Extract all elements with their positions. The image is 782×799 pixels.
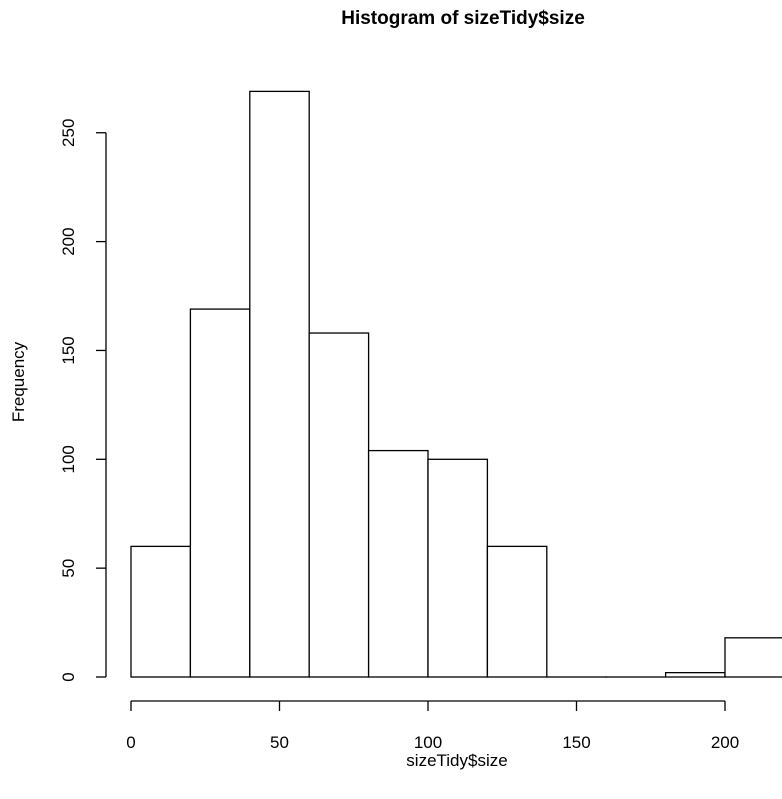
- bars-group: [130, 90, 782, 678]
- histogram-bar-10: [724, 637, 782, 678]
- y-tick-label: 150: [59, 336, 78, 364]
- y-tick-label: 50: [59, 559, 78, 578]
- x-axis-label: sizeTidy$size: [406, 751, 507, 770]
- x-tick-label: 150: [562, 733, 590, 752]
- histogram-bar-4: [367, 449, 429, 678]
- chart-title: Histogram of sizeTidy$size: [341, 8, 585, 29]
- y-tick-label: 200: [59, 227, 78, 255]
- histogram-bar-9: [664, 671, 726, 678]
- histogram-bar-3: [308, 332, 370, 678]
- x-tick-label: 0: [126, 733, 135, 752]
- y-tick-label: 250: [59, 119, 78, 147]
- y-axis-label: Frequency: [9, 341, 28, 422]
- histogram-bar-6: [486, 545, 548, 678]
- x-tick-label: 200: [711, 733, 739, 752]
- y-tick-label: 100: [59, 445, 78, 473]
- histogram-bar-2: [249, 90, 310, 678]
- histogram-bar-1: [189, 308, 251, 678]
- histogram-bar-5: [427, 458, 489, 678]
- y-tick-label: 0: [59, 672, 78, 681]
- y-axis: 0 50 100 150 200 250: [59, 119, 107, 682]
- x-axis: 0 50 100 150 200: [126, 700, 739, 752]
- x-tick-label: 100: [414, 733, 442, 752]
- x-tick-label: 50: [270, 733, 289, 752]
- histogram-bar-0: [130, 545, 192, 678]
